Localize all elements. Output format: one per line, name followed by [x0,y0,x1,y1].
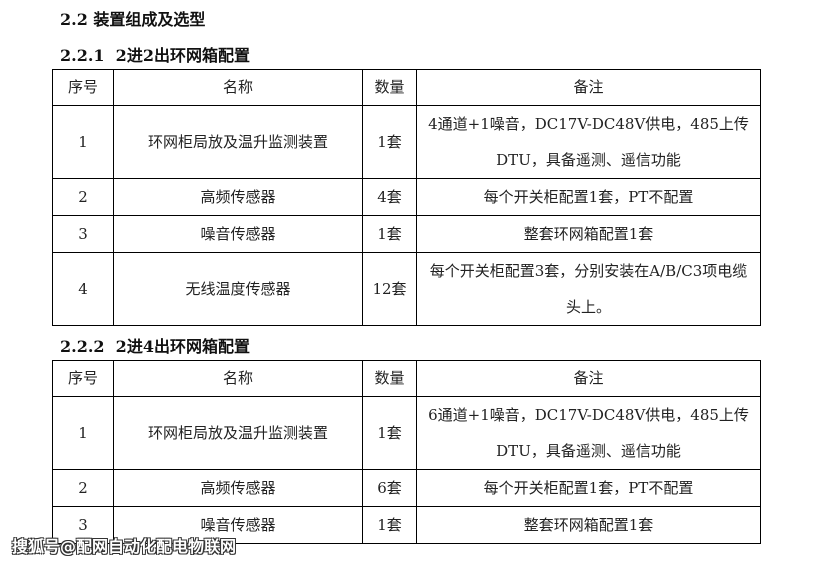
table-cell: 3 [52,215,114,253]
table-row: 1 环网柜局放及温升监测装置 1套 4通道+1噪音，DC17V-DC48V供电，485… [52,105,761,179]
header-cell: 序号 [52,69,114,106]
table-cell: 高频传感器 [113,469,363,507]
table-cell: 每个开关柜配置1套，PT不配置 [416,178,761,216]
config-table-2in2out: 序号 名称 数量 备注 1 环网柜局放及温升监测装置 1套 4通道+1噪音，DC17V-DC4… [52,69,761,326]
table-row: 3 噪音传感器 1套 整套环网箱配置1套 [52,215,761,253]
table-row: 3 噪音传感器 1套 整套环网箱配置1套 [52,506,761,544]
header-cell: 数量 [362,69,417,106]
header-cell: 序号 [52,360,114,397]
table-cell: 4通道+1噪音，DC17V-DC48V供电，485上传DTU，具备遥测、遥信功能 [416,105,761,179]
table-cell: 环网柜局放及温升监测装置 [113,396,363,470]
table-cell: 整套环网箱配置1套 [416,506,761,544]
subsection-heading-1: 2.2.1 2进2出环网箱配置 [60,46,250,65]
table-cell: 1套 [362,506,417,544]
table-cell: 无线温度传感器 [113,252,363,326]
table-cell: 整套环网箱配置1套 [416,215,761,253]
table-cell: 6通道+1噪音，DC17V-DC48V供电，485上传DTU，具备遥测、遥信功能 [416,396,761,470]
header-cell: 备注 [416,360,761,397]
table-cell: 高频传感器 [113,178,363,216]
table-cell: 1 [52,396,114,470]
table-row: 1 环网柜局放及温升监测装置 1套 6通道+1噪音，DC17V-DC48V供电，485… [52,396,761,470]
table-cell: 1套 [362,215,417,253]
table-cell: 3 [52,506,114,544]
header-cell: 备注 [416,69,761,106]
header-cell: 名称 [113,69,363,106]
table-cell: 环网柜局放及温升监测装置 [113,105,363,179]
table-cell: 噪音传感器 [113,215,363,253]
table-cell: 4 [52,252,114,326]
table-cell: 每个开关柜配置1套，PT不配置 [416,469,761,507]
table-cell: 2 [52,178,114,216]
table-cell: 1套 [362,105,417,179]
table-cell: 1套 [362,396,417,470]
table-cell: 6套 [362,469,417,507]
table-header-row: 序号 名称 数量 备注 [52,360,761,397]
config-table-2in4out: 序号 名称 数量 备注 1 环网柜局放及温升监测装置 1套 6通道+1噪音，DC17V-DC4… [52,360,761,544]
table-cell: 每个开关柜配置3套，分别安装在A/B/C3项电缆头上。 [416,252,761,326]
table-row: 4 无线温度传感器 12套 每个开关柜配置3套，分别安装在A/B/C3项电缆头上。 [52,252,761,326]
table-row: 2 高频传感器 6套 每个开关柜配置1套，PT不配置 [52,469,761,507]
watermark: 搜狐号@配网自动化配电物联网 [12,537,237,556]
table-cell: 1 [52,105,114,179]
table-row: 2 高频传感器 4套 每个开关柜配置1套，PT不配置 [52,178,761,216]
subsection-heading-2: 2.2.2 2进4出环网箱配置 [60,337,250,356]
table-cell: 4套 [362,178,417,216]
table-cell: 12套 [362,252,417,326]
section-heading: 2.2 装置组成及选型 [60,10,206,29]
table-header-row: 序号 名称 数量 备注 [52,69,761,106]
header-cell: 数量 [362,360,417,397]
header-cell: 名称 [113,360,363,397]
table-cell: 2 [52,469,114,507]
